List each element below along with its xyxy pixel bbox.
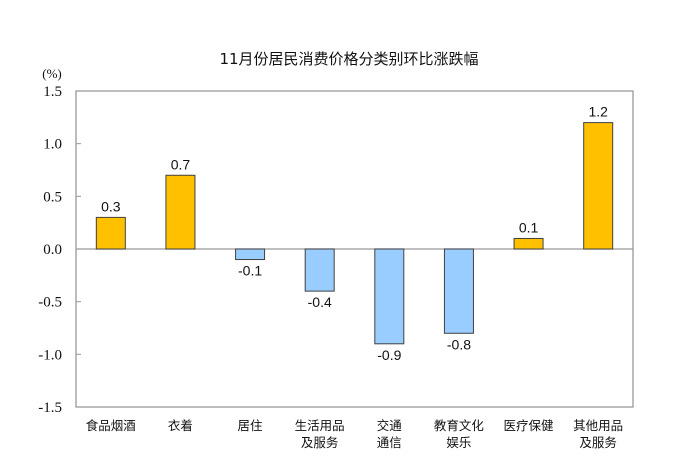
- x-category-label: 及服务: [301, 435, 339, 450]
- x-category-label: 及服务: [579, 435, 617, 450]
- bar: [235, 248, 266, 261]
- bar: [165, 174, 196, 250]
- y-tick-label: 0.0: [43, 242, 62, 258]
- bar: [443, 248, 474, 334]
- x-category-label: 娱乐: [446, 435, 471, 450]
- data-label: -0.4: [308, 294, 332, 310]
- y-tick-label: -1.5: [38, 400, 62, 416]
- x-category-label: 教育文化: [434, 418, 485, 433]
- x-category-label: 其他用品: [573, 418, 623, 433]
- y-axis-unit: (%): [42, 66, 62, 81]
- chart-title: 11月份居民消费价格分类别环比涨跌幅: [219, 50, 478, 68]
- bar: [583, 122, 614, 250]
- x-category-label: 医疗保健: [504, 418, 555, 433]
- x-category-label: 衣着: [168, 418, 193, 433]
- y-tick-label: 0.5: [43, 189, 62, 205]
- y-tick-label: 1.0: [43, 137, 62, 153]
- y-tick-label: -1.0: [38, 347, 62, 363]
- x-category-label: 通信: [377, 435, 402, 450]
- bar: [304, 248, 335, 292]
- data-label: 1.2: [588, 104, 608, 120]
- bar: [374, 248, 405, 345]
- data-label: -0.1: [238, 263, 262, 279]
- y-tick-label: -0.5: [38, 295, 62, 311]
- x-category-label: 居住: [238, 418, 264, 433]
- bar: [513, 237, 544, 250]
- data-label: -0.8: [447, 336, 471, 352]
- data-label: 0.1: [519, 219, 539, 235]
- data-label: 0.7: [171, 156, 191, 172]
- x-category-label: 交通: [377, 418, 403, 433]
- data-label: 0.3: [101, 198, 121, 214]
- y-tick-label: 1.5: [43, 84, 62, 100]
- bar: [95, 216, 126, 250]
- data-label: -0.9: [377, 347, 401, 363]
- x-category-label: 生活用品: [295, 418, 345, 433]
- x-category-label: 食品烟酒: [86, 418, 136, 433]
